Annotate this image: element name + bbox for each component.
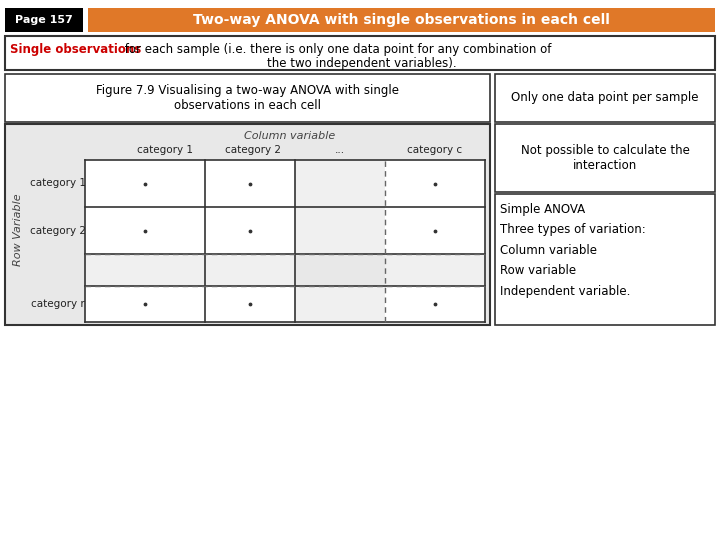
Bar	[495, 124, 715, 192]
Text: Simple ANOVA
Three types of variation:
Column variable
Row variable
Independent : Simple ANOVA Three types of variation: C…	[500, 203, 646, 298]
Bar	[85, 207, 205, 254]
Bar	[88, 8, 715, 32]
Text: the two independent variables).: the two independent variables).	[267, 57, 456, 71]
Bar	[385, 286, 485, 322]
Bar	[495, 74, 715, 122]
Bar	[5, 8, 83, 32]
Bar	[5, 36, 715, 70]
Bar	[5, 74, 490, 122]
Text: Row Variable: Row Variable	[13, 194, 23, 266]
Text: category 2: category 2	[225, 145, 281, 155]
Bar	[205, 286, 295, 322]
Text: category c: category c	[408, 145, 462, 155]
Text: Single observations: Single observations	[10, 44, 141, 57]
Bar	[295, 160, 385, 207]
Text: Figure 7.9 Visualising a two-way ANOVA with single
observations in each cell: Figure 7.9 Visualising a two-way ANOVA w…	[96, 84, 398, 112]
Bar	[85, 286, 205, 322]
Text: category r: category r	[31, 299, 85, 309]
Bar	[295, 207, 385, 254]
Bar	[205, 207, 295, 254]
Text: category 1: category 1	[30, 179, 86, 188]
Bar	[495, 194, 715, 325]
Text: Only one data point per sample: Only one data point per sample	[511, 91, 698, 105]
Text: ...: ...	[335, 145, 345, 155]
Text: Two-way ANOVA with single observations in each cell: Two-way ANOVA with single observations i…	[192, 13, 609, 27]
Bar	[295, 286, 385, 322]
Bar	[5, 124, 490, 325]
Bar	[85, 254, 205, 286]
Text: Column variable: Column variable	[244, 131, 336, 141]
Text: Page 157: Page 157	[15, 15, 73, 25]
Bar	[85, 160, 205, 207]
Text: for each sample (i.e. there is only one data point for any combination of: for each sample (i.e. there is only one …	[121, 44, 552, 57]
Text: Not possible to calculate the
interaction: Not possible to calculate the interactio…	[521, 144, 690, 172]
Bar	[385, 254, 485, 286]
Bar	[385, 160, 485, 207]
Text: category 1: category 1	[137, 145, 193, 155]
Text: category 2: category 2	[30, 226, 86, 235]
Bar	[385, 207, 485, 254]
Bar	[205, 254, 295, 286]
Bar	[205, 160, 295, 207]
